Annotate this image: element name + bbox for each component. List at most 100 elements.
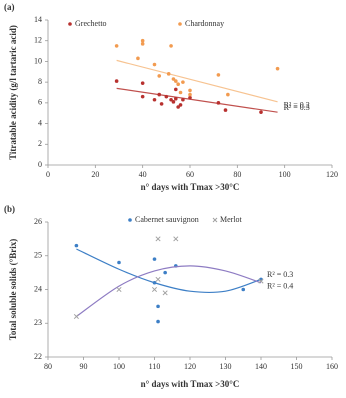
point <box>166 72 171 76</box>
r-squared: R² = 0.2 <box>284 101 310 110</box>
y-tick-label: 23 <box>34 318 42 327</box>
point <box>157 92 162 97</box>
trend-line <box>116 59 278 103</box>
y-tick-label: 12 <box>34 36 42 45</box>
point <box>169 44 173 48</box>
legend-label: Grechetto <box>75 19 107 28</box>
point <box>136 56 140 61</box>
legend-marker <box>128 218 132 222</box>
point <box>169 97 173 102</box>
point <box>216 101 221 105</box>
point <box>188 92 192 97</box>
legend-marker <box>178 22 182 26</box>
x-tick-label: 90 <box>80 362 88 371</box>
point <box>159 102 164 106</box>
point <box>162 290 168 296</box>
x-tick-label: 40 <box>139 170 147 179</box>
legend-marker <box>68 22 72 26</box>
legend-marker <box>212 217 218 223</box>
x-tick-label: 160 <box>326 362 338 371</box>
point <box>181 80 185 84</box>
point <box>163 270 167 275</box>
x-tick-label: 150 <box>291 362 303 371</box>
x-tick-label: 80 <box>233 170 241 179</box>
x-axis-label: n° days with Tmax >30°C <box>141 182 240 192</box>
y-tick-label: 26 <box>34 217 42 226</box>
y-tick-label: 14 <box>34 15 42 24</box>
r-squared: R² = 0.4 <box>267 282 293 291</box>
x-tick-label: 140 <box>255 362 267 371</box>
point <box>152 97 157 102</box>
point <box>171 77 176 81</box>
x-tick-label: 100 <box>113 362 125 371</box>
point <box>188 95 192 100</box>
legend-label: Merlot <box>220 215 243 224</box>
r-squared: R² = 0.3 <box>267 270 293 279</box>
point <box>178 90 183 95</box>
point <box>173 236 179 242</box>
x-tick-label: 120 <box>326 170 338 179</box>
x-tick-label: 80 <box>44 362 52 371</box>
y-tick-label: 6 <box>38 98 42 107</box>
x-tick-label: 110 <box>149 362 161 371</box>
point <box>226 92 230 97</box>
y-tick-label: 2 <box>38 139 42 148</box>
trend-line <box>76 248 262 294</box>
point <box>174 96 178 101</box>
point <box>275 66 280 71</box>
point <box>174 79 178 83</box>
y-tick-label: 24 <box>34 284 42 293</box>
y-tick-label: 8 <box>38 77 42 86</box>
y-tick-label: 4 <box>38 118 42 127</box>
point <box>181 97 185 102</box>
x-tick-label: 100 <box>279 170 291 179</box>
point <box>73 313 79 320</box>
legend-label: Chardonnay <box>185 19 224 28</box>
point <box>140 38 145 43</box>
y-tick-label: 22 <box>34 352 42 361</box>
x-tick-label: 130 <box>220 362 232 371</box>
point <box>178 103 183 107</box>
point <box>223 108 228 112</box>
panel-label: (b) <box>4 204 15 214</box>
point <box>171 100 176 104</box>
legend-label: Cabernet sauvignon <box>135 215 199 224</box>
y-axis-label: Total soluble solids (°Brix) <box>8 239 18 341</box>
x-tick-label: 20 <box>91 170 99 179</box>
point <box>176 82 180 87</box>
point <box>174 87 178 92</box>
trend-line <box>116 87 278 113</box>
x-tick-label: 120 <box>184 362 196 371</box>
trend-line <box>76 265 262 317</box>
y-tick-label: 0 <box>38 160 42 169</box>
point <box>241 287 246 292</box>
point <box>216 73 221 77</box>
point <box>114 44 119 48</box>
point <box>156 304 160 309</box>
x-axis-label: n° days with Tmax >30°C <box>141 379 240 389</box>
point <box>157 74 162 78</box>
point <box>116 286 122 293</box>
point <box>258 278 264 284</box>
y-tick-label: 10 <box>34 56 42 65</box>
r-squared: R² = 0.3 <box>284 103 310 112</box>
point <box>74 243 79 248</box>
point <box>152 62 157 67</box>
point <box>152 257 157 261</box>
y-axis-label: Titratable acidity (g/l tartaric acid) <box>8 25 18 160</box>
point <box>140 94 145 99</box>
point <box>140 81 145 85</box>
x-tick-label: 60 <box>186 170 194 179</box>
point <box>117 260 121 265</box>
point <box>156 319 160 324</box>
point <box>114 79 119 83</box>
point <box>140 42 145 46</box>
point <box>188 88 192 93</box>
y-tick-label: 25 <box>34 251 42 260</box>
point <box>155 276 161 282</box>
point <box>176 105 180 109</box>
point <box>259 110 263 114</box>
point <box>164 94 169 99</box>
point <box>155 236 161 242</box>
